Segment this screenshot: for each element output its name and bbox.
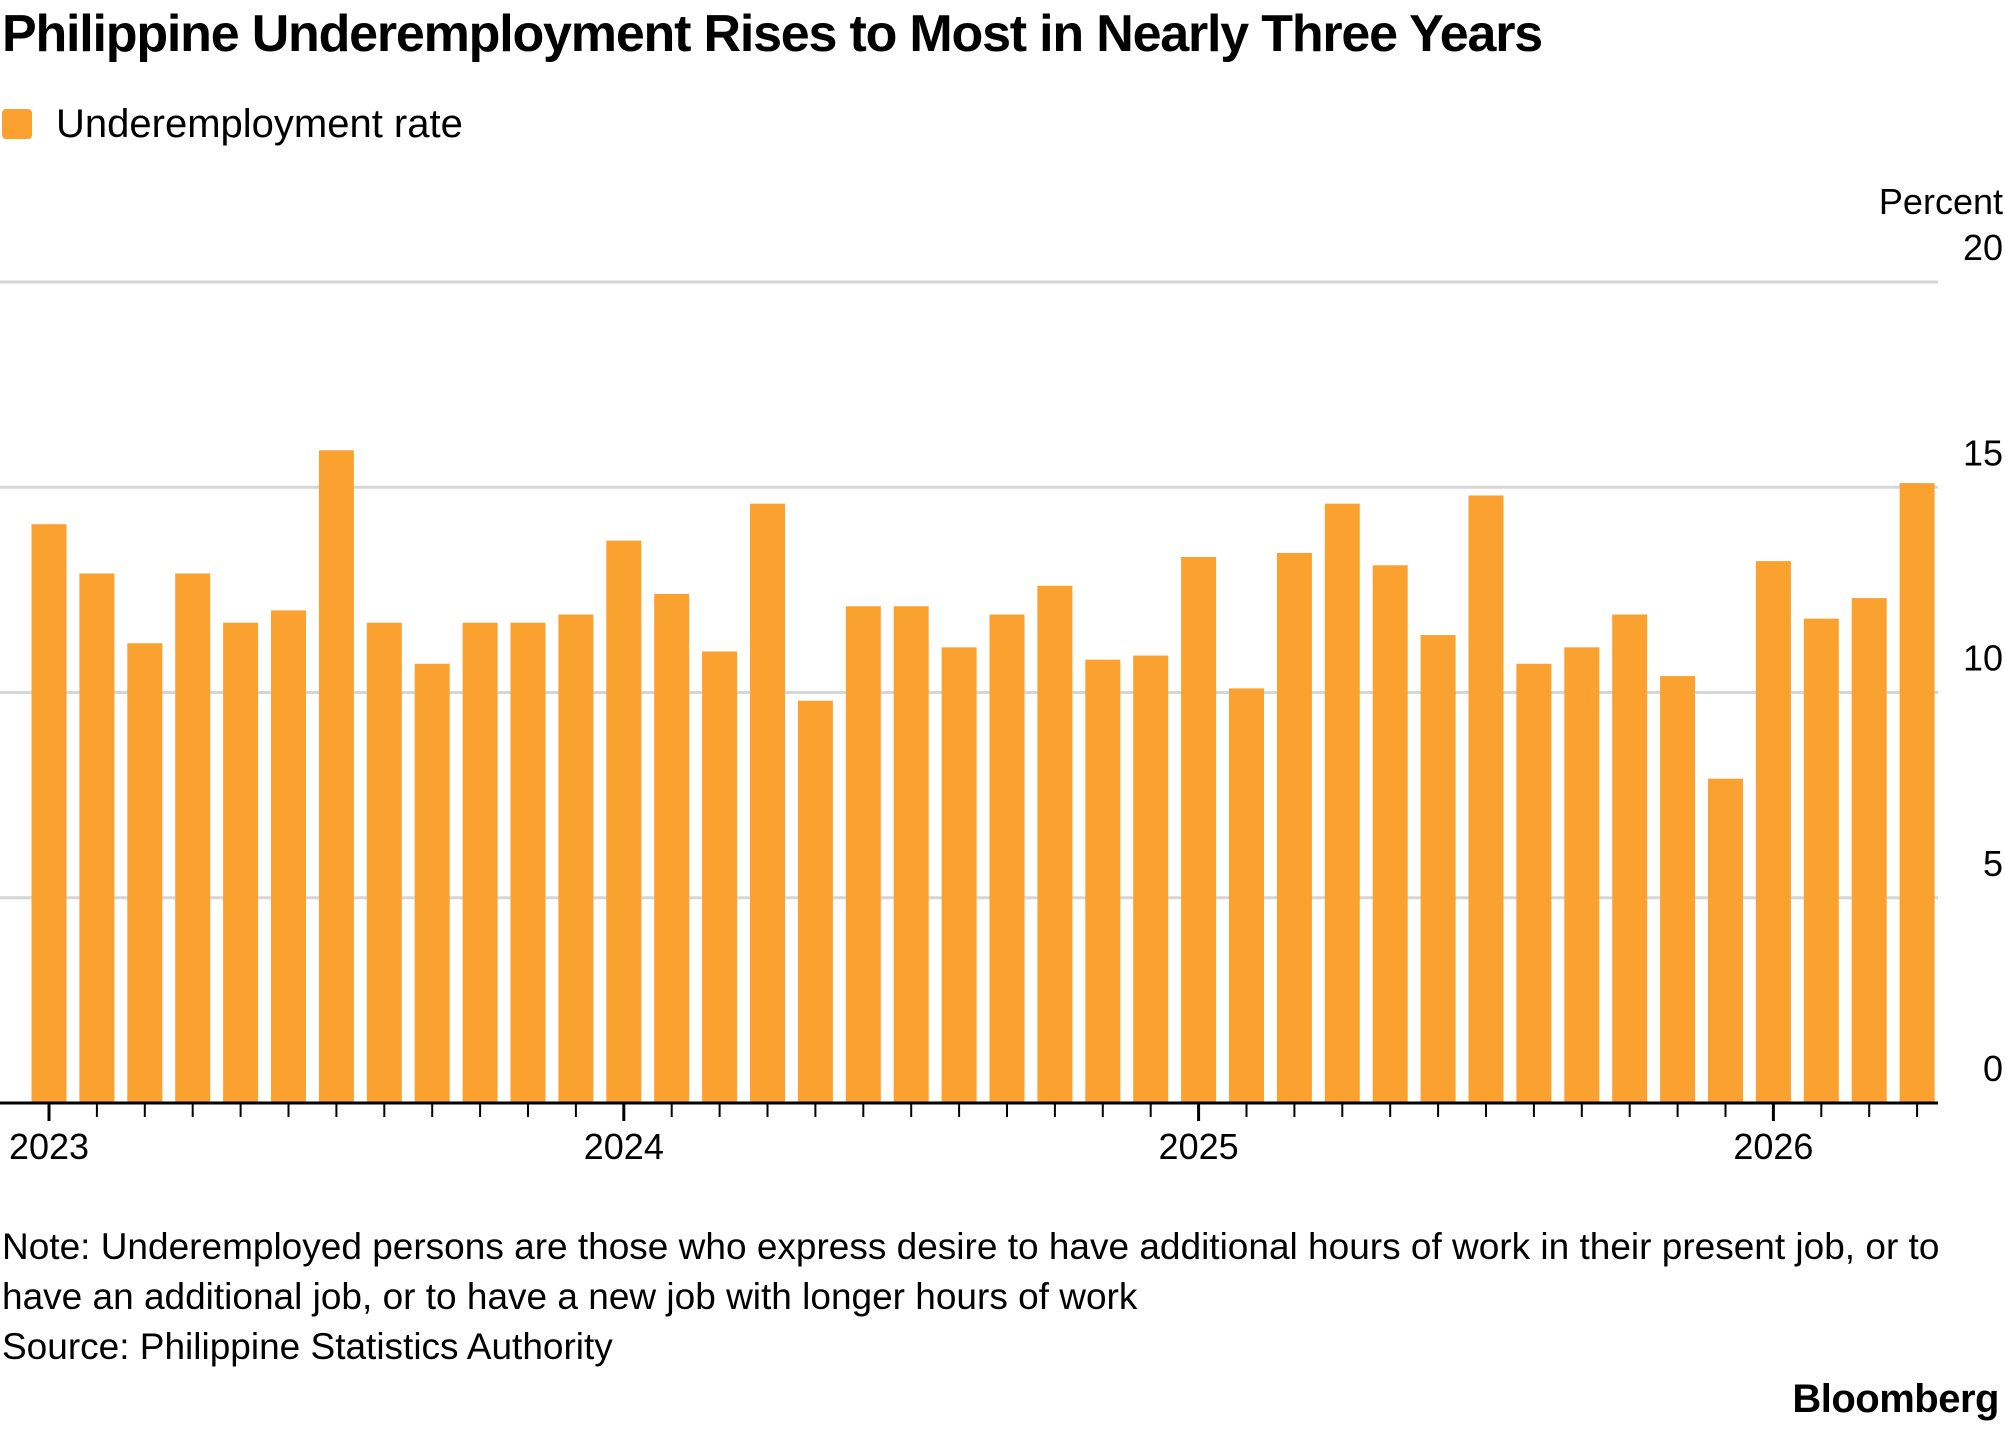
bar <box>1324 503 1360 1103</box>
bar <box>1181 557 1217 1103</box>
y-unit-label: Percent <box>1879 181 2003 222</box>
bar <box>79 573 115 1103</box>
y-tick-label: 15 <box>1963 432 2003 473</box>
legend-swatch <box>2 109 32 139</box>
bar <box>175 573 211 1103</box>
bar <box>1037 585 1073 1103</box>
bar <box>414 663 450 1103</box>
bar <box>510 622 546 1103</box>
bar <box>702 651 738 1103</box>
bar <box>1660 676 1696 1103</box>
bars <box>31 450 1935 1104</box>
bar <box>462 622 498 1103</box>
bar <box>366 622 402 1103</box>
axis-labels: 0 5 10 15 20 Percent 2023 2024 2025 2026 <box>9 181 2003 1167</box>
bar <box>223 622 259 1103</box>
bar <box>558 614 594 1103</box>
bar <box>1372 565 1408 1103</box>
y-tick-label: 5 <box>1983 843 2003 884</box>
x-axis <box>0 1101 1938 1121</box>
bar <box>654 593 690 1103</box>
y-tick-label: 20 <box>1963 227 2003 268</box>
chart-title: Philippine Underemployment Rises to Most… <box>2 5 1543 63</box>
chart-note: Note: Underemployed persons are those wh… <box>2 1226 1940 1317</box>
bar <box>1133 655 1169 1103</box>
bar <box>1468 495 1504 1104</box>
bar <box>941 647 977 1103</box>
legend-label: Underemployment rate <box>56 102 463 146</box>
x-tick-label: 2023 <box>9 1126 89 1167</box>
bar <box>31 524 67 1103</box>
bloomberg-logo: Bloomberg <box>1792 1377 1999 1421</box>
bar <box>271 610 306 1103</box>
legend: Underemployment rate <box>2 100 463 148</box>
bar <box>893 606 929 1103</box>
bar <box>1420 635 1456 1103</box>
bar <box>989 614 1025 1103</box>
y-tick-label: 10 <box>1963 638 2003 679</box>
bar-chart: 0 5 10 15 20 Percent 2023 2024 2025 2026 <box>0 181 2003 1167</box>
bar <box>1708 778 1743 1103</box>
bar <box>1899 483 1935 1103</box>
bar <box>1755 561 1791 1103</box>
x-tick-label: 2026 <box>1733 1126 1813 1167</box>
chart-footer: Note: Underemployed persons are those wh… <box>2 1222 1992 1372</box>
bar <box>1085 659 1121 1103</box>
bar <box>127 643 163 1103</box>
bar <box>797 700 833 1103</box>
bar <box>1516 663 1552 1103</box>
bar <box>845 606 881 1103</box>
x-tick-label: 2025 <box>1159 1126 1239 1167</box>
bar <box>1564 647 1600 1103</box>
bar <box>318 450 354 1103</box>
y-tick-label: 0 <box>1983 1048 2003 1089</box>
bar <box>1851 598 1887 1103</box>
bar <box>1612 614 1648 1103</box>
x-tick-label: 2024 <box>584 1126 664 1167</box>
bar <box>1229 688 1264 1103</box>
chart-source: Source: Philippine Statistics Authority <box>2 1326 613 1367</box>
bar <box>1276 552 1312 1103</box>
bar <box>1803 618 1839 1103</box>
bar <box>606 540 642 1103</box>
bar <box>750 503 785 1103</box>
